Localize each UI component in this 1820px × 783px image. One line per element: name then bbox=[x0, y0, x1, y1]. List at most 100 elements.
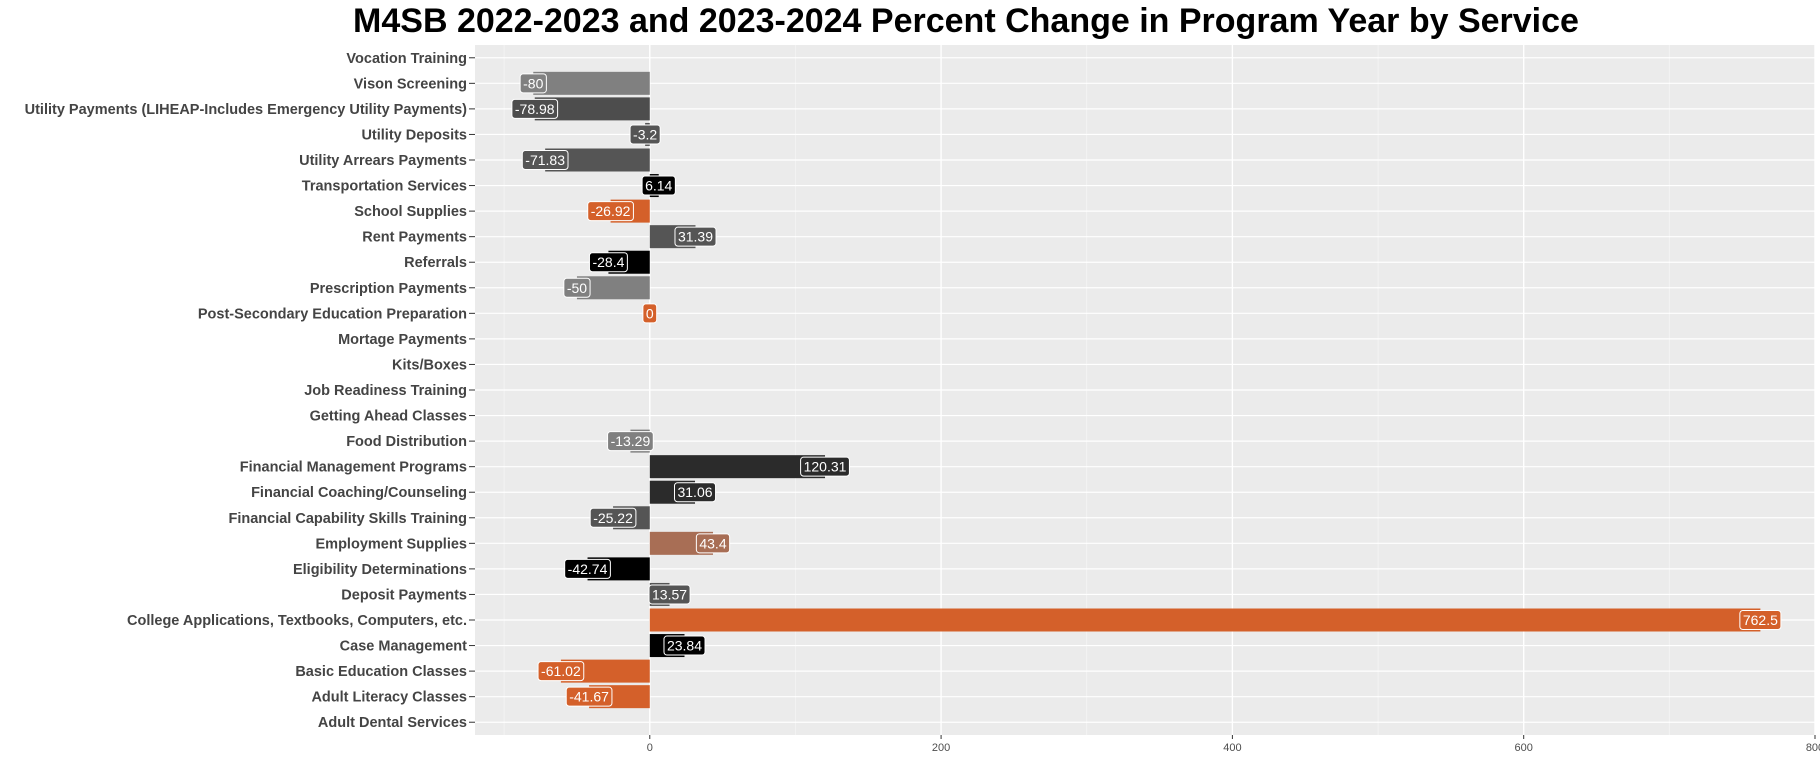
data-label-text: -3.2 bbox=[633, 126, 657, 142]
data-label-box bbox=[521, 150, 569, 170]
bar bbox=[534, 97, 650, 121]
category-label: Utility Deposits bbox=[361, 127, 467, 143]
bar bbox=[649, 455, 826, 479]
data-label-box bbox=[511, 98, 559, 119]
data-label: -13.29 bbox=[607, 431, 654, 452]
data-label-text: 0 bbox=[646, 305, 654, 321]
x-tick-label: 800 bbox=[1806, 742, 1820, 754]
category-label: Getting Ahead Classes bbox=[310, 409, 467, 425]
data-label-text: 23.84 bbox=[667, 638, 702, 654]
data-label-text: 31.06 bbox=[677, 484, 712, 500]
data-label: -25.22 bbox=[589, 507, 637, 528]
data-label-box bbox=[587, 201, 634, 222]
data-label-text: 6.14 bbox=[645, 178, 672, 194]
data-label-text: -78.98 bbox=[515, 101, 555, 117]
data-label: -78.98 bbox=[511, 98, 559, 119]
category-label: Transportation Services bbox=[302, 179, 467, 195]
category-label: Vocation Training bbox=[346, 51, 467, 67]
data-label-text: -71.83 bbox=[525, 152, 565, 168]
bar bbox=[649, 608, 1761, 632]
data-label-box bbox=[641, 175, 676, 196]
data-label-text: -28.4 bbox=[592, 254, 624, 270]
data-label: -3.2 bbox=[629, 124, 661, 145]
data-label-text: -50 bbox=[567, 280, 587, 296]
data-label: -26.92 bbox=[587, 201, 634, 222]
category-label: Eligibility Determinations bbox=[293, 562, 467, 578]
category-label: Financial Coaching/Counseling bbox=[251, 485, 467, 501]
data-label-text: 13.57 bbox=[652, 586, 687, 602]
data-label: 31.39 bbox=[674, 226, 717, 247]
data-label-text: 31.39 bbox=[678, 229, 713, 245]
data-label-text: -80 bbox=[523, 75, 543, 91]
data-label: 31.06 bbox=[673, 482, 717, 503]
data-label: 43.4 bbox=[695, 533, 731, 554]
data-label: 23.84 bbox=[663, 635, 706, 656]
data-label: -71.83 bbox=[521, 150, 569, 170]
data-label-box bbox=[673, 482, 717, 503]
category-label: Adult Literacy Classes bbox=[311, 690, 467, 706]
data-label-box bbox=[588, 252, 628, 273]
data-label-box bbox=[1739, 610, 1782, 630]
data-label-box bbox=[642, 303, 658, 324]
category-label: Financial Management Programs bbox=[240, 460, 467, 476]
data-label-box bbox=[563, 277, 591, 298]
data-labels: -80-78.98-3.2-71.836.14-26.9231.39-28.4-… bbox=[511, 73, 1782, 707]
data-label: 13.57 bbox=[648, 584, 691, 605]
category-label: Job Readiness Training bbox=[304, 383, 467, 399]
x-tick-label: 400 bbox=[1223, 742, 1241, 754]
data-label-box bbox=[663, 635, 706, 656]
data-label: 120.31 bbox=[800, 456, 850, 477]
chart-title: M4SB 2022-2023 and 2023-2024 Percent Cha… bbox=[353, 2, 1579, 40]
bar bbox=[533, 71, 650, 95]
category-label: Basic Education Classes bbox=[295, 664, 467, 680]
data-label: -42.74 bbox=[564, 558, 611, 579]
category-label: Adult Dental Services bbox=[318, 715, 467, 731]
data-label: -50 bbox=[563, 277, 591, 298]
category-label: Employment Supplies bbox=[316, 536, 467, 552]
category-label: Deposit Payments bbox=[341, 587, 467, 603]
data-label-box bbox=[607, 431, 654, 452]
data-label: 762.5 bbox=[1739, 610, 1782, 630]
y-axis: Vocation Training Vison Screening Utility … bbox=[25, 51, 475, 731]
data-label-box bbox=[589, 507, 637, 528]
data-label-box bbox=[674, 226, 717, 247]
data-label: 0 bbox=[642, 303, 658, 324]
category-label: Case Management bbox=[340, 639, 467, 655]
x-tick-label: 200 bbox=[932, 742, 950, 754]
data-label-text: -25.22 bbox=[593, 510, 633, 526]
category-label: Kits/Boxes bbox=[392, 357, 467, 373]
data-label-box bbox=[537, 661, 585, 682]
data-label-box bbox=[629, 124, 661, 145]
category-label: Referrals bbox=[404, 255, 467, 271]
data-label-box bbox=[565, 686, 613, 707]
category-label: Prescription Payments bbox=[310, 281, 467, 297]
data-label: -41.67 bbox=[565, 686, 613, 707]
data-label-box bbox=[519, 73, 547, 94]
data-label: -28.4 bbox=[588, 252, 628, 273]
data-label-box bbox=[800, 456, 850, 477]
grid-lines bbox=[475, 45, 1816, 735]
category-label: Rent Payments bbox=[362, 230, 467, 246]
data-label-text: -13.29 bbox=[611, 433, 651, 449]
data-label: -61.02 bbox=[537, 661, 585, 682]
data-label-text: -61.02 bbox=[541, 663, 581, 679]
data-label-box bbox=[695, 533, 731, 554]
bar bbox=[545, 148, 650, 172]
data-label: 6.14 bbox=[641, 175, 676, 196]
x-tick-label: 0 bbox=[647, 742, 653, 754]
data-label-text: -26.92 bbox=[591, 203, 631, 219]
x-axis: 0 200 400 600 800 bbox=[647, 735, 1820, 754]
category-label: Utility Arrears Payments bbox=[299, 153, 467, 169]
data-label-text: 762.5 bbox=[1743, 612, 1778, 628]
bar bbox=[576, 276, 650, 300]
data-label-text: 43.4 bbox=[699, 535, 726, 551]
data-label-text: 120.31 bbox=[804, 459, 847, 475]
data-label: -80 bbox=[519, 73, 547, 94]
category-label: Vison Screening bbox=[354, 76, 467, 92]
data-label-text: -41.67 bbox=[569, 689, 609, 705]
category-label: Food Distribution bbox=[346, 434, 467, 450]
category-label: Financial Capability Skills Training bbox=[228, 511, 467, 527]
data-label-text: -42.74 bbox=[568, 561, 608, 577]
category-label: Utility Payments (LIHEAP-Includes Emerge… bbox=[25, 102, 468, 118]
